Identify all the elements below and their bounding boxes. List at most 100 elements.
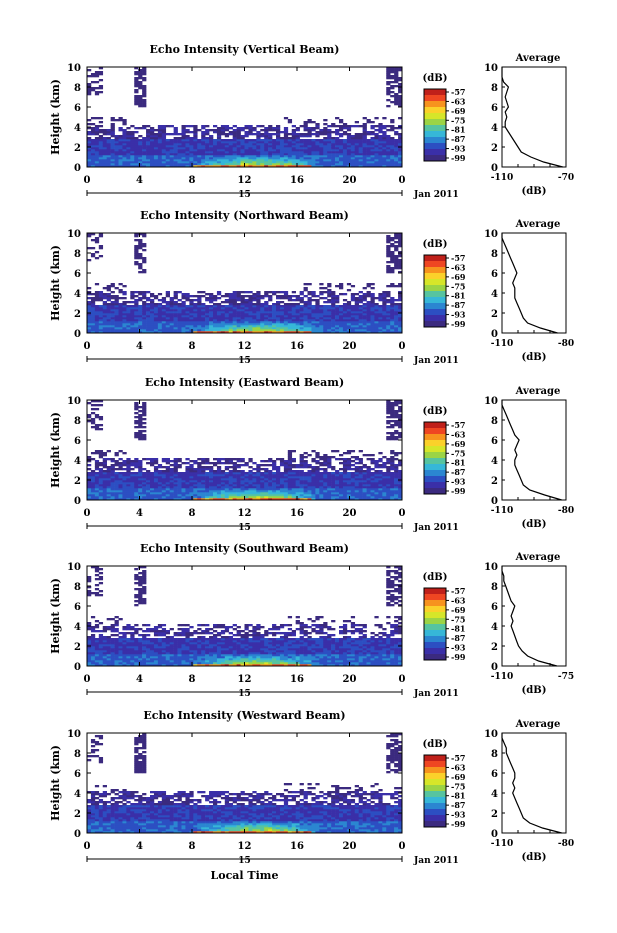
echo-cell — [107, 143, 111, 145]
echo-cell — [386, 153, 390, 155]
echo-cell — [150, 139, 154, 141]
echo-cell — [390, 301, 394, 303]
echo-cell — [166, 125, 170, 127]
echo-cell — [304, 496, 308, 498]
echo-cell — [335, 143, 339, 145]
echo-cell — [189, 325, 193, 327]
echo-cell — [91, 412, 95, 414]
echo-cell — [367, 468, 371, 470]
echo-cell — [245, 133, 249, 135]
echo-cell — [355, 484, 359, 486]
echo-cell — [378, 161, 382, 163]
echo-cell — [256, 490, 260, 492]
echo-cell — [209, 327, 213, 329]
echo-cell — [264, 127, 268, 129]
echo-cell — [308, 325, 312, 327]
echo-cell — [296, 319, 300, 321]
echo-cell — [217, 468, 221, 470]
echo-cell — [355, 149, 359, 151]
echo-cell — [300, 325, 304, 327]
echo-cell — [142, 496, 146, 498]
echo-cell — [166, 151, 170, 153]
echo-cell — [115, 295, 119, 297]
echo-cell — [311, 315, 315, 317]
echo-cell — [327, 466, 331, 468]
echo-cell — [304, 295, 308, 297]
echo-cell — [347, 129, 351, 131]
echo-cell — [241, 460, 245, 462]
echo-cell — [146, 297, 150, 299]
echo-cell — [256, 163, 260, 165]
echo-cell — [142, 137, 146, 139]
echo-cell — [268, 329, 272, 331]
echo-cell — [327, 143, 331, 145]
echo-cell — [355, 319, 359, 321]
echo-cell — [319, 480, 323, 482]
echo-cell — [178, 327, 182, 329]
echo-cell — [304, 329, 308, 331]
echo-cell — [308, 139, 312, 141]
echo-cell — [347, 486, 351, 488]
echo-cell — [205, 327, 209, 329]
echo-cell — [154, 321, 158, 323]
echo-cell — [363, 297, 367, 299]
echo-cell — [256, 325, 260, 327]
echo-cell — [182, 137, 186, 139]
echo-cell — [134, 97, 138, 99]
echo-cell — [95, 133, 99, 135]
echo-cell — [300, 472, 304, 474]
echo-cell — [134, 255, 138, 257]
echo-cell — [134, 143, 138, 145]
echo-cell — [335, 131, 339, 133]
echo-cell — [103, 484, 107, 486]
echo-cell — [367, 301, 371, 303]
echo-cell — [166, 325, 170, 327]
echo-cell — [225, 151, 229, 153]
echo-cell — [197, 305, 201, 307]
echo-cell — [339, 319, 343, 321]
echo-cell — [256, 149, 260, 151]
echo-cell — [311, 133, 315, 135]
echo-cell — [193, 494, 197, 496]
echo-cell — [107, 295, 111, 297]
echo-cell — [371, 480, 375, 482]
echo-cell — [382, 482, 386, 484]
echo-cell — [138, 87, 142, 89]
echo-cell — [185, 143, 189, 145]
echo-cell — [130, 145, 134, 147]
echo-cell — [103, 295, 107, 297]
echo-cell — [229, 163, 233, 165]
echo-cell — [201, 462, 205, 464]
echo-cell — [119, 319, 123, 321]
echo-cell — [111, 125, 115, 127]
echo-cell — [213, 494, 217, 496]
echo-cell — [134, 426, 138, 428]
echo-cell — [347, 127, 351, 129]
echo-cell — [146, 313, 150, 315]
echo-cell — [119, 163, 123, 165]
echo-cell — [331, 456, 335, 458]
echo-cell — [264, 496, 268, 498]
echo-cell — [359, 125, 363, 127]
echo-cell — [142, 161, 146, 163]
echo-cell — [138, 159, 142, 161]
echo-cell — [300, 462, 304, 464]
echo-cell — [300, 149, 304, 151]
x-tick-label: 4 — [136, 341, 143, 352]
echo-cell — [95, 147, 99, 149]
echo-cell — [95, 424, 99, 426]
echo-cell — [154, 492, 158, 494]
echo-cell — [343, 470, 347, 472]
echo-cell — [256, 480, 260, 482]
echo-cell — [335, 472, 339, 474]
echo-cell — [99, 424, 103, 426]
echo-cell — [99, 416, 103, 418]
echo-cell — [115, 135, 119, 137]
echo-cell — [252, 327, 256, 329]
echo-cell — [111, 494, 115, 496]
x-tick-label: 8 — [189, 341, 196, 352]
echo-cell — [394, 81, 398, 83]
echo-cell — [359, 494, 363, 496]
echo-cell — [304, 159, 308, 161]
echo-cell — [119, 327, 123, 329]
